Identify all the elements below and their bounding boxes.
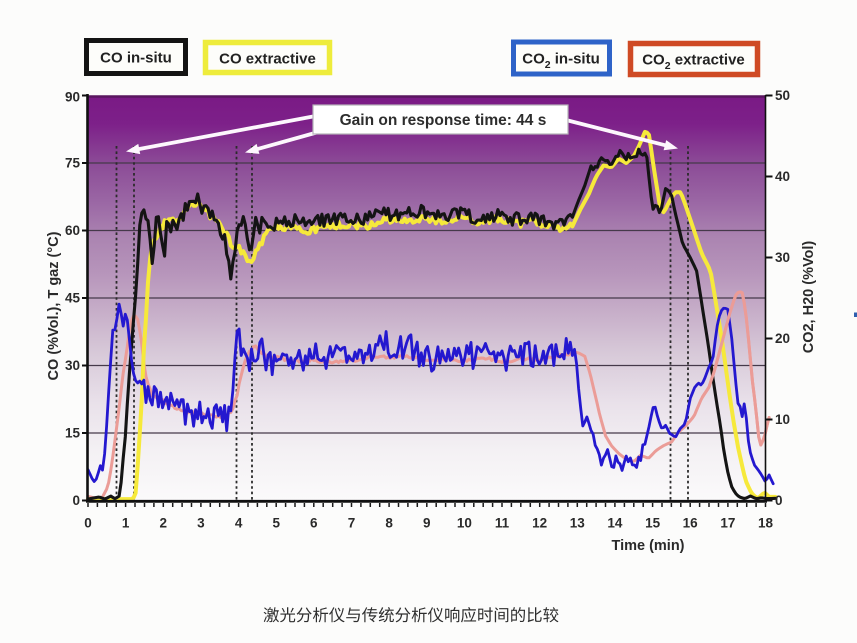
svg-text:12: 12 [532, 516, 547, 531]
svg-text:1: 1 [122, 516, 130, 531]
svg-text:3: 3 [197, 516, 205, 531]
svg-text:20: 20 [775, 331, 790, 346]
svg-text:0: 0 [775, 493, 783, 508]
svg-text:CO (%Vol.), T gaz (°C): CO (%Vol.), T gaz (°C) [46, 231, 62, 380]
svg-text:13: 13 [570, 516, 586, 531]
svg-text:16: 16 [683, 516, 699, 531]
svg-text:11: 11 [495, 516, 510, 531]
svg-text:30: 30 [65, 358, 80, 373]
svg-text:50: 50 [775, 88, 790, 103]
svg-text:15: 15 [645, 516, 661, 531]
svg-text:CO2 in-situ: CO2 in-situ [522, 51, 600, 72]
svg-text:90: 90 [65, 90, 80, 105]
svg-text:2: 2 [160, 516, 168, 531]
svg-text:75: 75 [65, 156, 81, 171]
svg-text:30: 30 [775, 250, 790, 265]
svg-text:7: 7 [348, 516, 356, 531]
svg-text:10: 10 [775, 412, 790, 427]
svg-text:10: 10 [457, 516, 472, 531]
svg-text:Time (min): Time (min) [611, 538, 684, 554]
svg-text:18: 18 [758, 516, 774, 531]
svg-text:9: 9 [423, 516, 431, 531]
svg-text:0: 0 [84, 516, 92, 531]
svg-text:CO extractive: CO extractive [219, 51, 316, 68]
svg-text:15: 15 [65, 426, 81, 441]
svg-text:Gain on response time: 44 s: Gain on response time: 44 s [340, 112, 547, 129]
svg-text:6: 6 [310, 516, 318, 531]
svg-text:40: 40 [775, 169, 790, 184]
svg-text:5: 5 [272, 516, 280, 531]
svg-text:CO2, H20 (%Vol): CO2, H20 (%Vol) [801, 241, 817, 354]
svg-text:17: 17 [720, 516, 735, 531]
svg-text:0: 0 [72, 493, 80, 508]
svg-text:CO in-situ: CO in-situ [100, 50, 172, 67]
svg-text:45: 45 [65, 291, 81, 306]
svg-text:60: 60 [65, 223, 80, 238]
svg-text:14: 14 [607, 516, 623, 531]
svg-text:4: 4 [235, 516, 243, 531]
svg-text:8: 8 [385, 516, 393, 531]
